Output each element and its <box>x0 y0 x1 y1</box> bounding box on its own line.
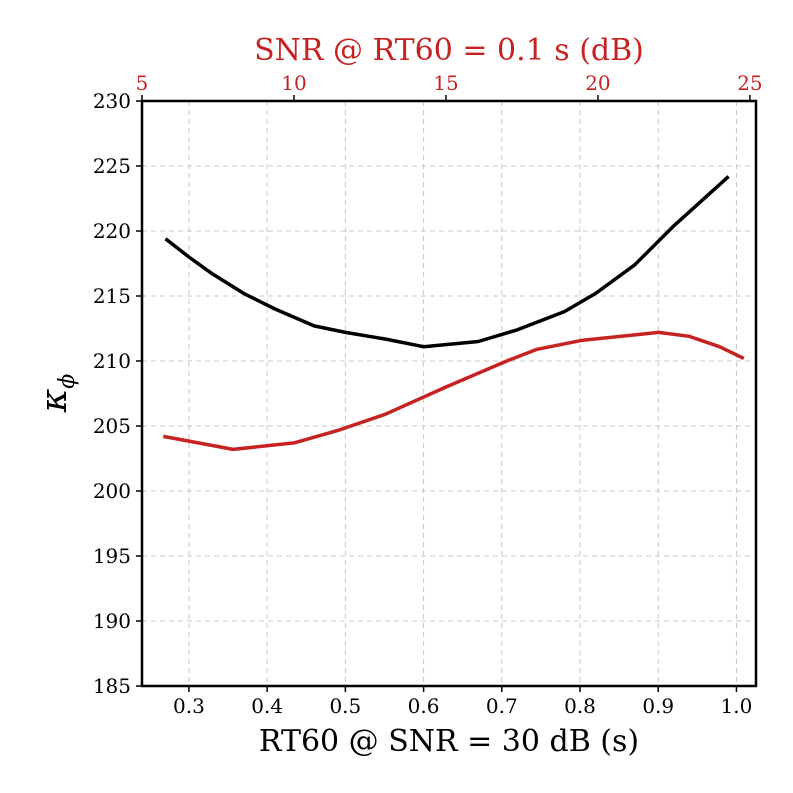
x-axis-title: RT60 @ SNR = 30 dB (s) <box>259 724 639 759</box>
top-tick-label: 15 <box>433 71 458 95</box>
top-tick-label: 5 <box>136 71 149 95</box>
series-line-2 <box>162 330 745 452</box>
x-tick-label: 0.8 <box>564 694 596 718</box>
y-tick-label: 190 <box>93 609 131 633</box>
x-tick-label: 0.9 <box>642 694 674 718</box>
y-tick-label: 210 <box>93 349 131 373</box>
plot-frame <box>140 99 758 688</box>
top-axis-title: SNR @ RT60 = 0.1 s (dB) <box>254 33 644 68</box>
y-tick-label: 220 <box>93 219 131 243</box>
top-tick-label: 10 <box>281 71 306 95</box>
x-tick-label: 0.3 <box>173 694 205 718</box>
x-tick-label: 1.0 <box>721 694 753 718</box>
svg-text:κϕ: κϕ <box>34 374 80 414</box>
y-tick-label: 185 <box>93 674 131 698</box>
tick-layer: 0.3 0.4 0.5 0.6 0.7 0.8 0.9 1.0 5 10 15 20 25 185 190 1… <box>93 71 763 718</box>
y-tick-label: 230 <box>93 89 131 113</box>
x-tick-label: 0.6 <box>408 694 440 718</box>
x-tick-label: 0.7 <box>486 694 518 718</box>
series-layer <box>162 175 745 452</box>
x-tick-label: 0.4 <box>251 694 283 718</box>
top-tick-label: 25 <box>737 71 762 95</box>
y-axis-title-main: κ <box>34 388 75 413</box>
top-tick-label: 20 <box>585 71 610 95</box>
y-tick-label: 195 <box>93 544 131 568</box>
y-axis-title-sub: ϕ <box>55 374 80 389</box>
series-line-1 <box>164 175 730 349</box>
y-tick-label: 215 <box>93 284 131 308</box>
y-tick-label: 225 <box>93 154 131 178</box>
y-axis-title: κϕ <box>34 374 80 414</box>
y-tick-label: 205 <box>93 414 131 438</box>
y-tick-label: 200 <box>93 479 131 503</box>
x-tick-label: 0.5 <box>329 694 361 718</box>
plot-background <box>142 101 756 686</box>
